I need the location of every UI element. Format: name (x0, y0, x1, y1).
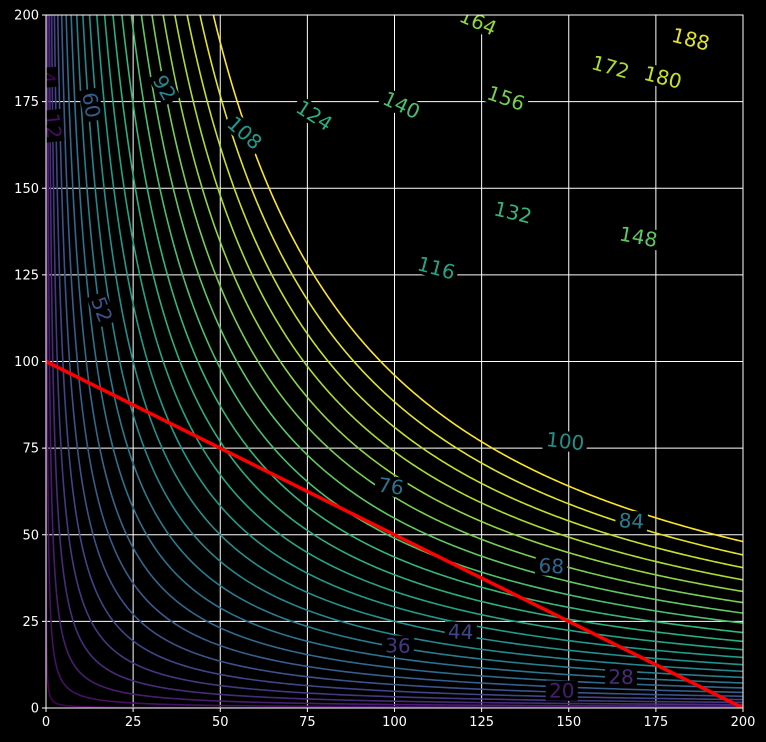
contour-label-group: 28 (604, 665, 638, 689)
contour-label-group: 20 (545, 679, 578, 703)
y-tick-label: 200 (14, 9, 39, 24)
contour-label-group: 100 (542, 427, 589, 455)
contour-line-36 (50, 15, 743, 704)
contour-label-gap (614, 222, 662, 251)
x-tick-label: 100 (382, 715, 407, 730)
y-tick-label: 100 (14, 355, 39, 370)
contour-label-gap (46, 108, 65, 143)
x-tick-label: 0 (42, 715, 50, 730)
contour-label-group: 4 (35, 66, 60, 88)
contour-label-gap (614, 509, 649, 532)
contour-label-gap (381, 635, 415, 657)
y-tick-label: 25 (22, 615, 39, 630)
contour-label-gap (377, 86, 426, 124)
contour-line-44 (53, 15, 743, 701)
contour-label: 20 (549, 679, 575, 703)
contour-label: 68 (538, 553, 565, 578)
contour-label-gap (412, 252, 461, 284)
contour-label-gap (481, 81, 531, 115)
contour-label-gap (639, 62, 687, 93)
y-tick-label: 75 (22, 442, 39, 457)
contour-line-60 (60, 15, 743, 694)
contour-label: 44 (448, 619, 474, 644)
contour-label-gap (148, 68, 181, 107)
x-tick-label: 150 (556, 715, 581, 730)
contour-label: 36 (385, 633, 411, 658)
contour-label-group: 116 (412, 251, 461, 284)
contour-labels: 4122028364452606876849210010811612413214… (35, 15, 715, 703)
x-tick-label: 200 (731, 715, 756, 730)
x-tick-label: 175 (643, 715, 668, 730)
contour-label-group: 84 (614, 508, 649, 534)
contour-line-116 (103, 15, 743, 651)
x-tick-label: 75 (299, 715, 316, 730)
contour-line-52 (56, 15, 743, 698)
contour-line-196 (212, 15, 743, 543)
contour-line-12 (46, 15, 743, 708)
x-tick-label: 25 (125, 715, 142, 730)
contour-line-164 (162, 15, 743, 593)
contour-label-gap (46, 66, 59, 88)
contour-label-group: 148 (614, 221, 662, 252)
contour-line-188 (199, 15, 743, 556)
contour-label-gap (534, 555, 568, 577)
contour-line-20 (46, 15, 743, 708)
contour-label-gap (586, 51, 635, 83)
contour-label-gap (604, 666, 638, 687)
contour-label: 4 (35, 70, 60, 84)
contour-label-gap (86, 291, 117, 329)
contour-line-100 (88, 15, 743, 666)
contour-label-group: 36 (381, 633, 415, 658)
series (46, 359, 743, 708)
contour-label: 84 (618, 508, 645, 534)
contour-line-76 (70, 15, 743, 684)
contour-line-68 (65, 15, 743, 689)
contour-line-124 (112, 15, 743, 643)
contour-line-140 (130, 15, 743, 624)
contour-label: 28 (608, 665, 634, 689)
contour-label-gap (290, 95, 339, 136)
contour-line-180 (186, 15, 743, 569)
contour-label-group: 76 (373, 473, 409, 500)
x-tick-label: 50 (212, 715, 229, 730)
contour-label: 60 (77, 90, 105, 119)
contour-label: 100 (545, 427, 586, 455)
contour-label-gap (221, 110, 268, 155)
y-tick-label: 50 (22, 528, 39, 543)
contour-line-148 (140, 15, 743, 614)
contour-label-group: 44 (444, 619, 478, 644)
contour-line-28 (48, 15, 743, 706)
contour-line-108 (96, 15, 743, 659)
y-tick-label: 150 (14, 182, 39, 197)
contour-label-gap (444, 621, 478, 643)
contour-label: 76 (377, 473, 406, 500)
contour-label-gap (666, 24, 715, 55)
axis-ticks: 0 25 50 75 100 125 150 175 200 0 25 50 75 100 125 150 17… (14, 9, 755, 731)
contour-line-92 (82, 15, 743, 673)
contour-label-gap (545, 680, 578, 701)
x-tick-label: 125 (469, 715, 494, 730)
series-line (46, 359, 743, 708)
contour-label-gap (542, 428, 589, 454)
y-tick-label: 125 (14, 268, 39, 283)
contour-line-132 (121, 15, 743, 634)
contour-label-group: 68 (534, 553, 568, 579)
contour-label-gap (78, 87, 105, 123)
contour-line-172 (174, 15, 743, 581)
contour-label-group: 60 (77, 87, 105, 123)
y-tick-label: 175 (14, 95, 39, 110)
contour-label: 12 (40, 112, 67, 140)
contour-label-gap (373, 474, 409, 499)
y-tick-label: 0 (31, 702, 39, 717)
contour-label-gap (453, 15, 503, 40)
contour-label-group: 12 (40, 108, 67, 143)
contour-label-gap (489, 197, 537, 228)
